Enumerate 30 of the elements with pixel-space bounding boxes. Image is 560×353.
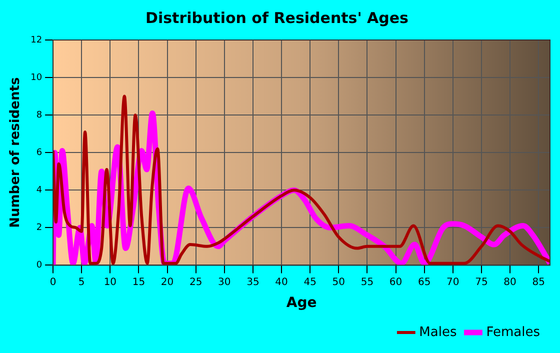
x-tick-label: 20 <box>160 276 174 288</box>
y-tick-label: 2 <box>36 223 42 234</box>
y-tick-label: 10 <box>30 72 42 83</box>
x-tick-label: 40 <box>275 276 288 288</box>
x-tick-label: 65 <box>418 276 431 288</box>
y-tick-label: 12 <box>30 35 42 46</box>
x-tick-label: 15 <box>132 276 146 288</box>
y-tick-label: 4 <box>36 185 42 196</box>
y-axis-title: Number of residents <box>8 77 24 228</box>
x-tick-label: 75 <box>475 276 488 288</box>
x-tick-label: 80 <box>504 276 516 288</box>
x-tick-label: 35 <box>246 276 260 288</box>
x-tick-label: 30 <box>218 276 231 288</box>
legend-label: Females <box>486 324 540 340</box>
x-tick-label: 50 <box>332 276 346 288</box>
x-tick-label: 25 <box>189 276 202 288</box>
x-tick-label: 5 <box>78 276 85 288</box>
x-tick-label: 60 <box>389 276 402 288</box>
y-tick-label: 8 <box>36 110 42 120</box>
chart-title: Distribution of Residents' Ages <box>146 8 409 27</box>
y-tick-label: 6 <box>36 148 42 158</box>
y-tick-label: 0 <box>36 260 42 271</box>
x-axis-title: Age <box>286 295 317 312</box>
x-tick-label: 0 <box>50 276 56 288</box>
x-tick-label: 70 <box>446 276 460 288</box>
x-tick-label: 10 <box>104 276 117 288</box>
x-tick-label: 55 <box>360 276 374 288</box>
legend-label: Males <box>419 324 457 340</box>
x-tick-label: 85 <box>532 276 545 288</box>
x-tick-label: 45 <box>304 276 316 288</box>
